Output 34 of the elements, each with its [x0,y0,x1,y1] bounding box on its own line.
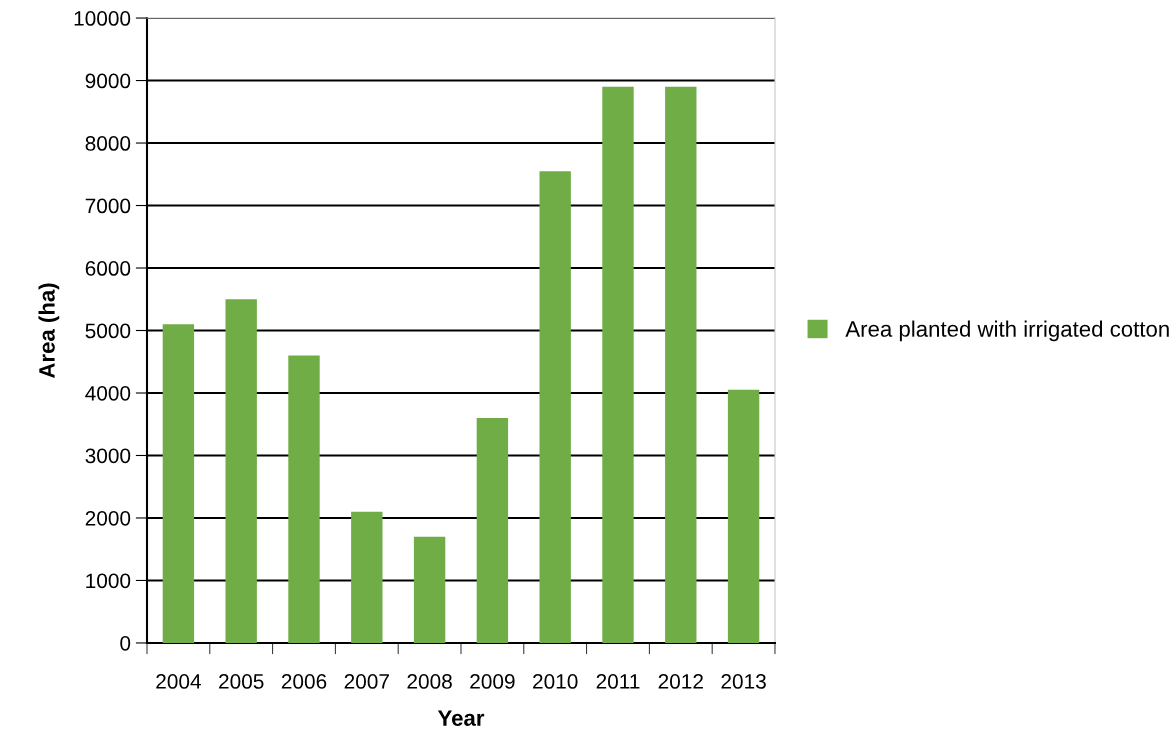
bar [602,86,634,643]
y-tick-label: 8000 [85,136,131,151]
y-tick-label: 1000 [86,573,131,589]
y-tick-label: 10000 [74,11,131,26]
bar [413,536,446,643]
y-tick-label: 5000 [85,323,131,339]
y-tick-label: 2000 [85,510,131,526]
y-axis-title: Area (ha) [38,283,60,379]
x-tick-label: 2013 [721,674,766,689]
y-tick-label: 4000 [85,386,131,401]
x-tick-label: 2008 [407,674,452,689]
x-tick-label: 2012 [658,674,703,689]
x-tick-label: 2011 [596,674,640,689]
bar [476,417,509,643]
bar [539,171,571,643]
x-tick-label: 2007 [344,674,389,689]
bar [351,511,383,643]
x-tick-label: 2005 [219,674,264,689]
bar [162,324,195,643]
x-tick-label: 2006 [281,674,327,689]
bar [727,389,760,643]
x-tick-label: 2004 [156,674,201,689]
bar [665,86,697,643]
x-axis-title: Year [437,710,485,726]
y-tick-label: 7000 [85,198,131,214]
legend-label: Area planted with irrigated cotton [845,320,1169,342]
x-tick-label: 2010 [533,674,578,689]
y-tick-label: 9000 [85,73,131,89]
y-tick-label: 0 [120,635,131,651]
bar [225,299,257,643]
y-tick-label: 6000 [85,261,131,276]
x-tick-label: 2009 [470,674,515,689]
y-tick-label: 3000 [85,448,131,464]
bar [288,355,320,643]
